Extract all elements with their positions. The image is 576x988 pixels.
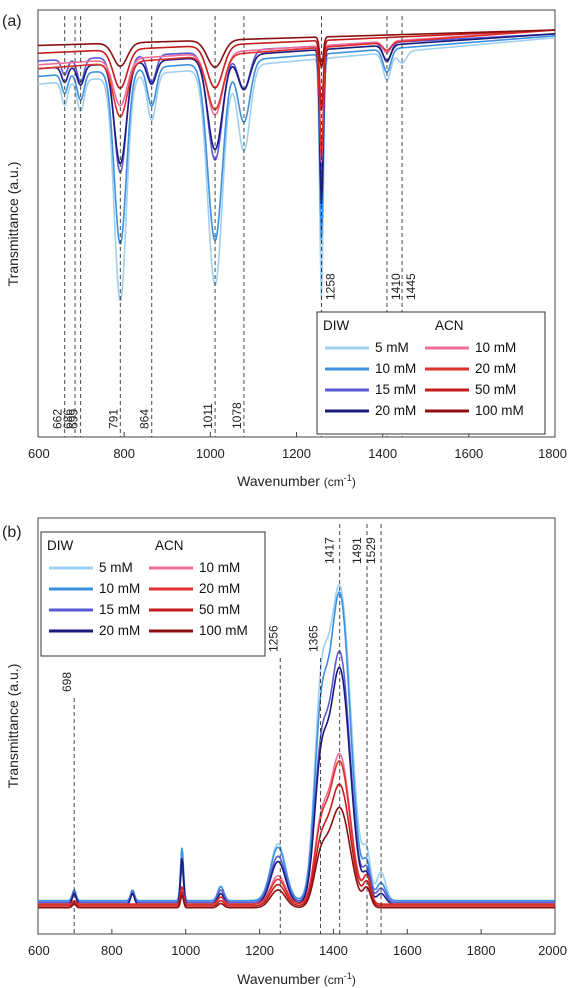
legend: DIW ACN 5 mM 10 mM 15 mM 20 mM 10 mM 20 mM 50 mM… [40,531,266,657]
legend-entry: 50 mM [199,602,240,617]
series-line [38,33,555,205]
x-axis-unit-exponent: -1 [344,971,352,981]
legend: DIW ACN 5 mM 10 mM 15 mM 20 mM 10 mM 20 mM 50 mM… [316,311,546,435]
series-line [38,36,555,302]
peak-label: 1491 [350,537,364,564]
legend-entry: 5 mM [99,560,133,575]
x-tick-label: 2000 [538,943,567,958]
series-line [38,29,555,69]
legend-entry: 10 mM [99,581,140,596]
legend-entry: 100 mM [199,623,248,638]
x-tick-label: 600 [28,446,50,461]
legend-entry: 20 mM [375,403,416,418]
series-line [38,591,555,902]
x-axis-title: Wavenumber [237,473,324,489]
legend-entry: 15 mM [375,382,416,397]
y-axis-label: Transmittance (a.u.) [5,664,21,789]
legend-entry: 10 mM [375,361,416,376]
x-tick-label: 800 [113,446,135,461]
panel-a: (a) 600 800 1000 1200 1400 1600 1800 Wavenumber … [2,9,567,489]
legend-entry: 20 mM [199,581,240,596]
peak-label: 791 [106,409,120,429]
legend-entry: 10 mM [475,340,516,355]
x-axis-title: Wavenumber [237,971,324,987]
legend-group-title: DIW [47,538,74,553]
x-tick-label: 600 [28,943,50,958]
series-line [38,752,555,905]
legend-box [40,531,266,657]
x-tick-label: 1400 [319,943,348,958]
peak-label: 1529 [364,537,378,564]
x-tick-label: 1200 [245,943,274,958]
peak-label: 1256 [266,625,280,652]
legend-group-title: ACN [155,538,184,553]
x-tick-label: 1600 [454,446,483,461]
peak-label: 1011 [201,403,215,429]
plot-frame [37,517,556,935]
legend-entry: 5 mM [375,340,409,355]
panel-b: (b) 600 800 1000 1200 1400 1600 1800 2000 Wavenum… [2,517,567,987]
legend-entry: 15 mM [99,602,140,617]
x-tick-label: 800 [101,943,123,958]
x-tick-label: 1600 [393,943,422,958]
panel-label: (a) [2,13,22,30]
legend-entry: 20 mM [99,623,140,638]
peak-label: 1417 [323,537,337,564]
x-axis-unit-close: ) [352,973,356,987]
legend-box [316,311,546,435]
peak-label: 1078 [230,402,244,429]
peak-label: 1365 [307,625,321,652]
legend-entry: 10 mM [199,560,240,575]
x-axis-label: Wavenumber (cm-1) [237,473,356,489]
x-axis-unit: (cm [324,973,344,987]
peak-label: 1258 [323,273,337,300]
series-group [38,583,555,909]
x-tick-label: 1800 [467,943,496,958]
x-tick-label: 1800 [538,446,567,461]
legend-entry: 100 mM [475,403,524,418]
series-line [38,35,555,245]
series-line [38,666,555,905]
peak-label: 1410 [389,273,403,300]
x-tick-label: 1400 [368,446,397,461]
x-axis-unit-exponent: -1 [344,473,352,483]
x-tick-label: 1000 [171,943,200,958]
series-line [38,650,555,904]
x-tick-label: 1000 [196,446,225,461]
x-axis-label: Wavenumber (cm-1) [237,971,356,987]
peak-label: 699 [67,409,81,429]
peak-label: 1445 [404,273,418,300]
series-line [38,783,555,907]
x-axis-unit: (cm [324,475,344,489]
series-group [38,29,555,302]
series-line [38,29,555,111]
series-line [38,760,555,905]
x-tick-label: 1200 [282,446,311,461]
legend-group-title: ACN [435,318,464,333]
series-line [38,29,555,157]
peak-label: 698 [60,672,74,692]
legend-entry: 20 mM [475,361,516,376]
x-axis-unit-close: ) [352,475,356,489]
peak-label: 686 [61,409,75,429]
peak-label: 864 [138,409,152,429]
series-line [38,806,555,909]
y-axis-label: Transmittance (a.u.) [5,162,21,287]
peak-label: 662 [51,409,65,429]
legend-group-title: DIW [323,318,350,333]
legend-entry: 50 mM [475,382,516,397]
panel-label: (b) [2,524,22,541]
